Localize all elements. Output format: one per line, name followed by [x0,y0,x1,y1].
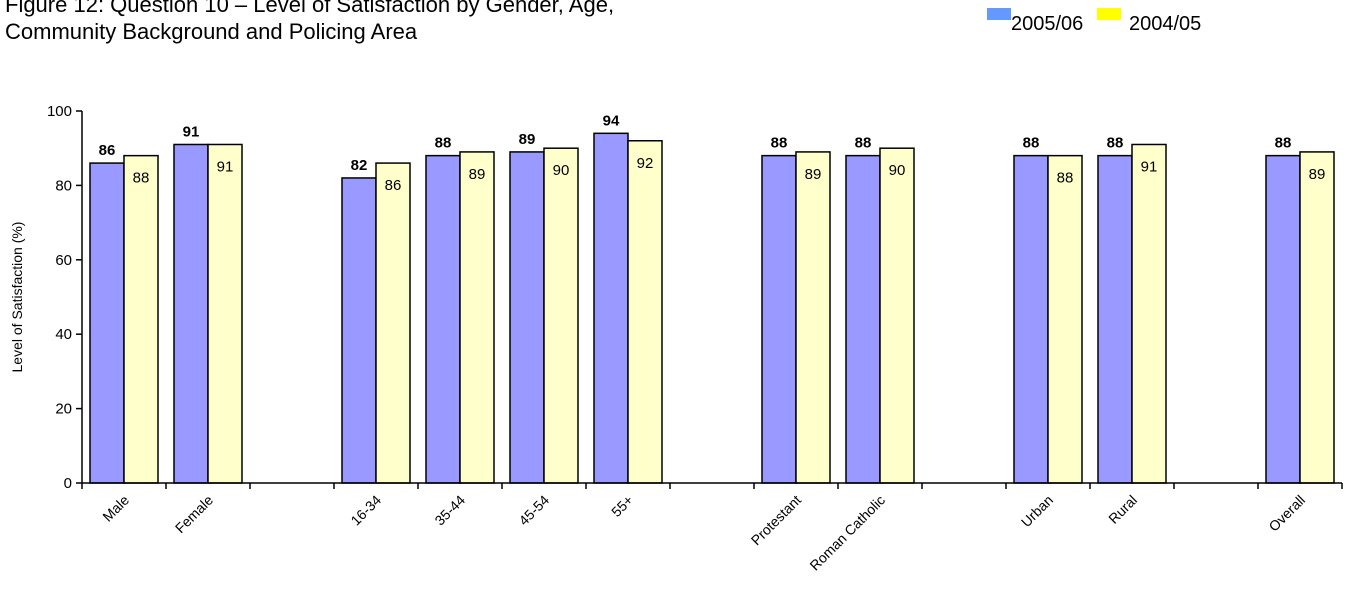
data-label-2005-06: 88 [435,135,452,152]
data-label-2004-05: 88 [1057,170,1074,187]
y-tick-label: 40 [55,326,72,343]
bar-2004-05 [1131,143,1167,484]
bar-2004-05 [1047,154,1083,484]
bar-2005-06 [425,154,461,484]
y-tick-label: 100 [47,103,72,120]
bar-2004-05 [795,151,831,484]
bar-2004-05 [207,143,243,484]
chart-title-line-2: Community Background and Policing Area [5,19,418,44]
x-tick-label: 55+ [608,492,636,520]
bar-2005-06 [1013,154,1049,484]
data-label-2004-05: 90 [889,162,906,179]
x-tick-label: 45-54 [515,492,552,529]
bar-2005-06 [1265,154,1301,484]
legend-swatch-2004-05 [1097,8,1121,20]
y-tick-label: 0 [64,475,72,492]
bar-2004-05 [879,147,915,484]
data-label-2004-05: 89 [805,166,822,183]
x-tick-label: 35-44 [431,492,468,529]
x-tick-label: Rural [1105,492,1140,527]
bar-2004-05 [459,151,495,484]
legend-swatch-2005-06 [987,8,1011,20]
x-tick-label: Urban [1018,492,1056,530]
y-tick-label: 80 [55,177,72,194]
bar-2005-06 [593,132,629,484]
bar-2005-06 [845,154,881,484]
bar-2005-06 [341,177,377,484]
data-label-2004-05: 86 [385,177,402,194]
bar-2005-06 [761,154,797,484]
data-label-2004-05: 91 [217,158,234,175]
bar-2004-05 [375,162,411,484]
x-tick-label: Protestant [748,492,805,549]
data-label-2005-06: 88 [855,135,872,152]
bar-2004-05 [1299,151,1335,484]
x-tick-label: Roman Catholic [806,492,888,574]
data-label-2004-05: 90 [553,162,570,179]
data-label-2005-06: 94 [603,112,620,129]
bar-2005-06 [509,151,545,484]
data-label-2005-06: 88 [1023,135,1040,152]
data-label-2005-06: 82 [351,157,368,174]
bar-2004-05 [123,154,159,484]
bar-2004-05 [543,147,579,484]
bar-2005-06 [173,143,209,484]
y-tick-label: 20 [55,401,72,418]
data-label-2004-05: 89 [1309,166,1326,183]
chart-title-line-1: Figure 12: Question 10 – Level of Satisf… [5,0,615,17]
bar-2005-06 [89,162,125,484]
x-tick-label: Overall [1265,492,1308,535]
bar-2004-05 [627,140,663,484]
data-label-2004-05: 92 [637,155,654,172]
data-label-2004-05: 89 [469,166,486,183]
data-label-2005-06: 89 [519,131,536,148]
legend-label-2005-06: 2005/06 [1011,13,1084,35]
y-tick-label: 60 [55,252,72,269]
data-label-2005-06: 88 [1107,135,1124,152]
x-tick-label: 16-34 [347,492,384,529]
data-label-2005-06: 88 [1275,135,1292,152]
x-tick-label: Male [99,492,132,525]
data-label-2004-05: 91 [1141,158,1158,175]
bar-2005-06 [1097,154,1133,484]
data-label-2005-06: 86 [99,142,116,159]
data-label-2005-06: 91 [183,123,200,140]
y-axis-title: Level of Satisfaction (%) [9,222,25,373]
legend-label-2004-05: 2004/05 [1129,13,1202,35]
x-tick-label: Female [172,492,216,536]
data-label-2004-05: 88 [133,170,150,187]
data-label-2005-06: 88 [771,135,788,152]
chart-title: Figure 12: Question 10 – Level of Satisf… [5,0,614,45]
